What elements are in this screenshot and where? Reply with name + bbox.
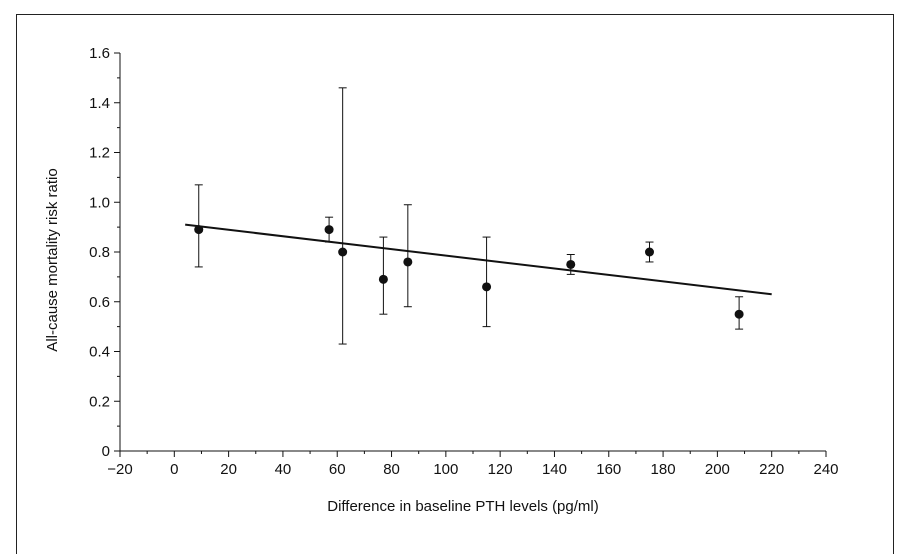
- x-tick-label: 80: [383, 461, 400, 478]
- x-axis-title: Difference in baseline PTH levels (pg/ml…: [327, 498, 599, 515]
- x-tick-label: 200: [705, 461, 730, 478]
- data-point: [645, 247, 654, 257]
- x-tick-label: 120: [488, 461, 513, 478]
- x-tick-label: 20: [220, 461, 237, 478]
- y-tick-label: 0.4: [89, 344, 110, 361]
- regression-line: [185, 223, 772, 296]
- y-tick-label: 0.2: [89, 393, 110, 410]
- regression-line-layer: [185, 223, 772, 296]
- x-tick-label: −20: [107, 461, 132, 478]
- data-point: [403, 257, 413, 267]
- x-tick-label: 180: [651, 461, 676, 478]
- data-point: [734, 309, 744, 319]
- y-tick-label: 1.2: [89, 145, 110, 162]
- figure-frame: [16, 14, 894, 554]
- x-tick-label: 60: [329, 461, 346, 478]
- y-axis-title: All-cause mortality risk ratio: [44, 168, 61, 351]
- y-tick-label: 1.6: [89, 45, 110, 62]
- y-tick-label: 0.8: [89, 244, 110, 261]
- data-points: [194, 225, 744, 319]
- ticks: −20 0 20 40 60 80 100 120 140 160 180 200 220 24000.2…: [89, 45, 838, 478]
- y-tick-label: 0: [102, 443, 110, 460]
- x-tick-label: 140: [542, 461, 567, 478]
- x-tick-label: 0: [170, 461, 178, 478]
- data-point: [378, 274, 388, 284]
- error-bars: [194, 87, 744, 345]
- data-point: [482, 282, 492, 292]
- x-tick-label: 240: [813, 461, 838, 478]
- data-point: [324, 225, 334, 235]
- y-tick-label: 1.4: [89, 95, 110, 112]
- x-tick-label: 160: [596, 461, 621, 478]
- x-tick-label: 220: [759, 461, 784, 478]
- data-point: [566, 259, 576, 269]
- data-point: [194, 225, 204, 235]
- x-tick-label: 100: [433, 461, 458, 478]
- y-tick-label: 0.6: [89, 294, 110, 311]
- x-tick-label: 40: [275, 461, 292, 478]
- data-point: [338, 247, 348, 257]
- y-tick-label: 1.0: [89, 194, 110, 211]
- axes: [119, 53, 826, 452]
